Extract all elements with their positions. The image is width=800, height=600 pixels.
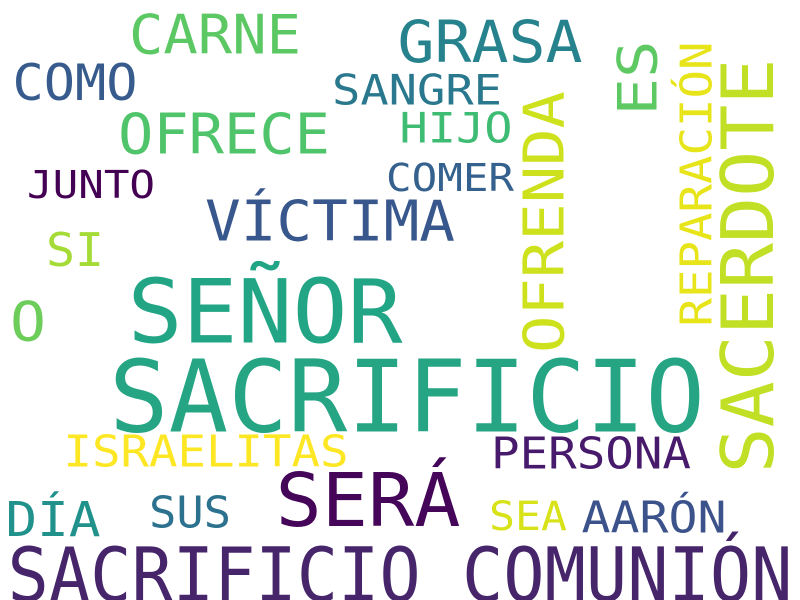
word-hijo: HIJO (400, 104, 513, 153)
word-sangre: SANGRE (332, 66, 502, 115)
word-comer: COMER (386, 156, 514, 200)
word-ofrece: OFRECE (118, 103, 330, 168)
word-sus: SUS (149, 488, 231, 539)
word-carne: CARNE (129, 4, 301, 67)
word-es: ES (607, 41, 670, 116)
word-sacrificio: SACRIFICIO (109, 339, 705, 456)
word-dia: DÍA (6, 491, 101, 548)
word-victima: VÍCTIMA (205, 190, 455, 255)
word-reparacion: REPARACIÓN (670, 42, 723, 327)
word-o: O (10, 291, 46, 354)
word-aaron: AARÓN (582, 491, 727, 544)
word-como: COMO (13, 54, 138, 112)
word-sacerdote: SACERDOTE (706, 59, 790, 474)
word-junto: JUNTO (27, 163, 155, 207)
word-ofrenda: OFRENDA (513, 91, 578, 353)
word-senor: SEÑOR (128, 261, 403, 364)
word-sea: SEA (489, 494, 567, 540)
word-sera: SERÁ (276, 456, 461, 544)
word-persona: PERSONA (491, 429, 691, 480)
word-israelitas: ISRAELITAS (64, 427, 349, 478)
word-sacrificio-comunion: SACRIFICIO COMUNIÓN (8, 531, 793, 600)
word-si: SI (46, 223, 104, 277)
word-grasa: GRASA (398, 8, 583, 76)
